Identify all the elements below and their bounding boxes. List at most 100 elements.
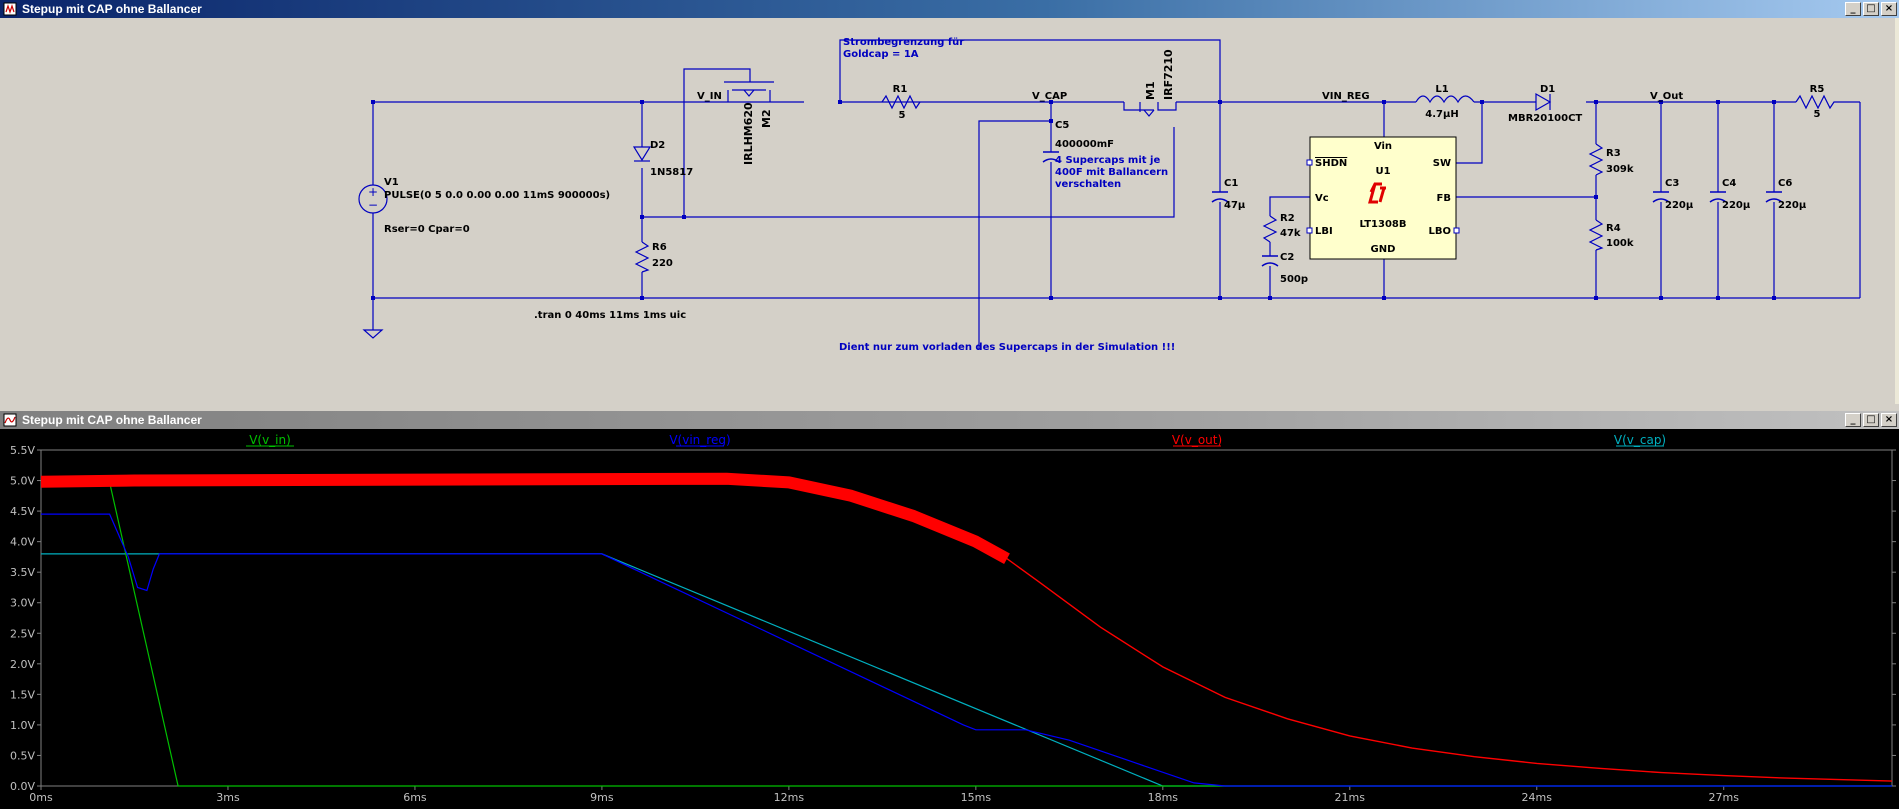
plot-window: Stepup mit CAP ohne Ballancer _ □ × 0.0V… [0,404,1899,809]
u1-pin-shdn: SHDN [1315,158,1347,169]
c5-ref: C5 [1055,120,1069,131]
d2-diode[interactable] [632,146,652,162]
net-label-v-in: V_IN [697,91,722,102]
m1-ref: M1 [1144,81,1157,100]
schematic-titlebar[interactable]: Stepup mit CAP ohne Ballancer _ □ × [0,0,1899,18]
spice-tran-directive: .tran 0 40ms 11ms 1ms uic [534,310,686,321]
plot-close-button[interactable]: × [1881,413,1897,427]
c6-ref: C6 [1778,178,1792,189]
c5-capacitor[interactable] [1042,151,1060,163]
y-tick-label: 5.5V [10,444,35,457]
legend-vv_cap[interactable]: V(v_cap) [1614,433,1666,447]
r4-resistor[interactable] [1588,219,1604,251]
plot-window-title: Stepup mit CAP ohne Ballancer [22,413,202,427]
d2-value: 1N5817 [650,167,693,178]
legend-vv_in[interactable]: V(v_in) [249,433,291,447]
v1-value: PULSE(0 5 0.0 0.00 0.00 11mS 900000s) [384,190,610,201]
u1-ic[interactable] [1306,136,1460,260]
y-tick-label: 5.0V [10,475,35,488]
trace-vout-ripple-band [40,472,1010,564]
plot-restore-button[interactable]: □ [1863,413,1879,427]
y-tick-label: 3.0V [10,597,35,610]
trace-vvin_reg [41,513,1892,787]
r5-resistor[interactable] [1795,94,1840,110]
c3-value: 220µ [1665,200,1694,211]
plot-app-icon[interactable] [3,413,17,427]
x-tick-label: 15ms [961,791,992,804]
l1-ref: L1 [1435,84,1448,95]
c4-ref: C4 [1722,178,1736,189]
y-tick-label: 0.0V [10,780,35,793]
schematic-scrollbar[interactable] [1895,18,1899,404]
r1-ref: R1 [893,84,908,95]
y-tick-label: 2.5V [10,627,35,640]
net-label-vin-reg: VIN_REG [1322,91,1370,102]
c2-capacitor[interactable] [1261,255,1279,267]
c4-value: 220µ [1722,200,1751,211]
u1-pin-lbo: LBO [1429,226,1452,237]
v1-ref: V1 [384,177,399,188]
svg-text:−: − [368,198,378,212]
y-tick-label: 4.5V [10,505,35,518]
schematic-restore-button[interactable]: □ [1863,2,1879,16]
r6-resistor[interactable] [634,241,650,273]
c1-capacitor[interactable] [1211,191,1229,203]
note-supercaps-line3: verschalten [1055,179,1121,190]
u1-pin-gnd: GND [1371,244,1396,255]
net-label-v-out: V_Out [1650,91,1683,102]
m2-value: IRLHM620 [742,102,755,165]
c3-capacitor[interactable] [1652,191,1670,203]
r3-resistor[interactable] [1588,143,1604,176]
r2-ref: R2 [1280,213,1295,224]
schematic-close-button[interactable]: × [1881,2,1897,16]
d1-diode[interactable] [1535,92,1552,112]
waveform-plot[interactable]: 0.0V 0.5V 1.0V 1.5V 2.0V 2.5V 3.0V 3.5V 4.0V 4.5V… [0,430,1899,809]
u1-pin-vin: Vin [1374,141,1392,152]
note-dient: Dient nur zum vorladen des Supercaps in … [839,342,1175,353]
x-tick-label: 0ms [29,791,53,804]
ground-symbol [362,329,384,339]
l1-value: 4.7µH [1425,109,1458,120]
x-tick-label: 24ms [1522,791,1553,804]
schematic-app-icon[interactable] [3,2,17,16]
r5-value: 5 [1814,109,1821,120]
c2-ref: C2 [1280,252,1294,263]
plot-minimize-button[interactable]: _ [1845,413,1861,427]
x-tick-label: 6ms [403,791,427,804]
schematic-window-title: Stepup mit CAP ohne Ballancer [22,2,202,16]
y-tick-label: 0.5V [10,749,35,762]
y-tick-label: 2.0V [10,658,35,671]
y-tick-label: 3.5V [10,566,35,579]
r1-value: 5 [899,110,906,121]
u1-value: LT1308B [1360,219,1407,230]
x-tick-label: 27ms [1709,791,1740,804]
c4-capacitor[interactable] [1709,191,1727,203]
r4-value: 100k [1606,238,1634,249]
x-tick-label: 18ms [1148,791,1179,804]
plot-window-topstrip [0,404,1899,411]
m2-mosfet[interactable] [724,81,774,102]
c6-capacitor[interactable] [1765,191,1783,203]
legend-vv_out[interactable]: V(v_out) [1172,433,1222,447]
x-tick-label: 21ms [1335,791,1366,804]
u1-pin-lbi: LBI [1315,226,1333,237]
lt-logo [1368,182,1386,204]
note-strom-line1: Strombegrenzung für [843,37,964,48]
plot-titlebar[interactable]: Stepup mit CAP ohne Ballancer _ □ × [0,411,1899,429]
legend-vvin_reg[interactable]: V(vin_reg) [669,433,730,447]
c5-value: 400000mF [1055,139,1114,150]
r1-resistor[interactable] [881,94,921,110]
y-tick-label: 1.5V [10,688,35,701]
schematic-minimize-button[interactable]: _ [1845,2,1861,16]
v1-source[interactable]: + − [358,184,388,214]
schematic-canvas[interactable]: + − V1 PULSE(0 5 0.0 0.00 0.00 11mS 9000… [4,20,1895,402]
r6-value: 220 [652,258,673,269]
svg-text:+: + [368,185,378,199]
l1-inductor[interactable] [1415,95,1475,104]
u1-ref: U1 [1375,166,1390,177]
note-supercaps-line1: 4 Supercaps mit je [1055,155,1160,166]
c1-value: 47µ [1224,200,1246,211]
d1-value: MBR20100CT [1508,113,1582,124]
m1-mosfet[interactable] [1123,102,1177,117]
r2-resistor[interactable] [1262,215,1278,243]
